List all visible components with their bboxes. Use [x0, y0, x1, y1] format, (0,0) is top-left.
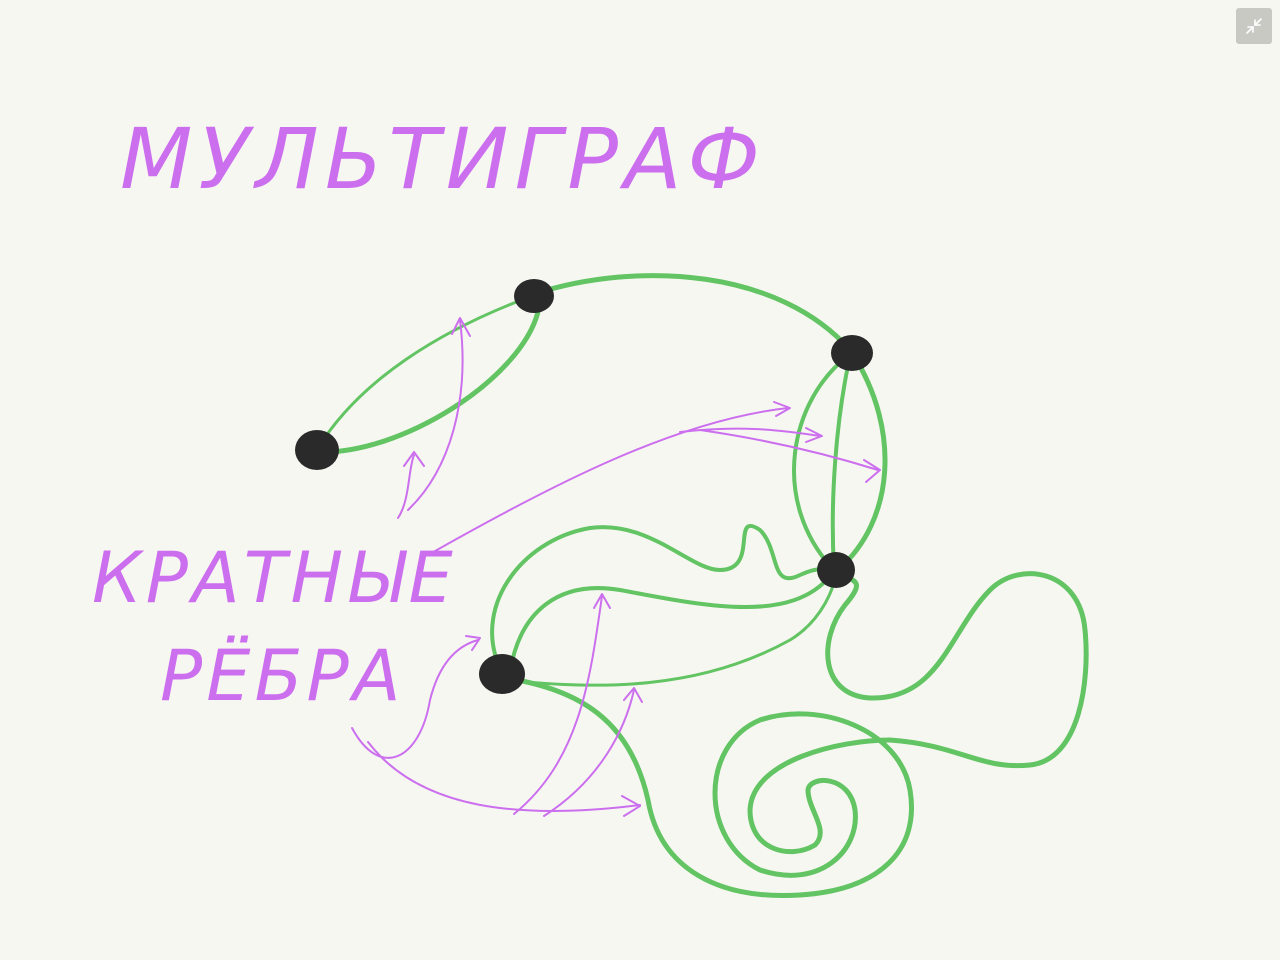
diagram-title: МУЛЬТИГРАФ	[120, 110, 766, 208]
edge-v3-v4-right	[835, 353, 888, 573]
arrowhead-3	[773, 401, 791, 417]
vertex-4	[817, 552, 855, 588]
arrowhead-6	[465, 635, 481, 651]
edge-v1-v2-upper	[316, 294, 534, 450]
vertex-2	[514, 279, 554, 313]
vertex-3	[831, 335, 873, 371]
edge-v3-v4-left	[792, 354, 850, 570]
exit-fullscreen-icon	[1246, 18, 1262, 34]
edge-v1-v2-lower	[315, 309, 541, 455]
arrow-to-edge-v3-v4-left	[427, 407, 789, 556]
edge-v2-v3-arc	[531, 273, 853, 353]
arrow-base-curve	[367, 741, 641, 813]
edge-v5-v4-lower	[504, 574, 838, 687]
label-multiple-edges-line1: КРАТНЫЕ	[92, 537, 457, 619]
arrowhead-1	[451, 317, 471, 337]
arrow-to-edge-v3-v4-right	[699, 429, 879, 471]
exit-fullscreen-button[interactable]	[1236, 8, 1272, 44]
vertex-5	[479, 654, 525, 694]
arrow-to-edge-v5-v4-inner	[513, 595, 603, 815]
edge-v5-v4-inner	[508, 574, 832, 674]
arrowhead-5	[863, 459, 881, 483]
vertex-1	[295, 430, 339, 470]
arrow-to-edge-v1-v2-upper	[407, 319, 464, 511]
arrowhead-9	[623, 687, 643, 703]
arrowhead-8	[593, 593, 611, 609]
arrowhead-4	[805, 427, 823, 443]
arrowhead-2	[403, 451, 425, 467]
arrow-to-edge-v5-v4-lower	[543, 689, 635, 817]
edge-v5-v4-spiral	[503, 571, 1089, 899]
arrow-to-edge-v5-v4-wavy	[351, 639, 479, 759]
edge-v5-v4-wavy	[490, 524, 834, 674]
edge-v3-v4-middle	[830, 354, 852, 570]
arrow-to-edge-v1-v2-lower	[397, 454, 415, 519]
label-multiple-edges-line2: РЁБРА	[160, 635, 405, 717]
arrowhead-7	[621, 795, 641, 817]
